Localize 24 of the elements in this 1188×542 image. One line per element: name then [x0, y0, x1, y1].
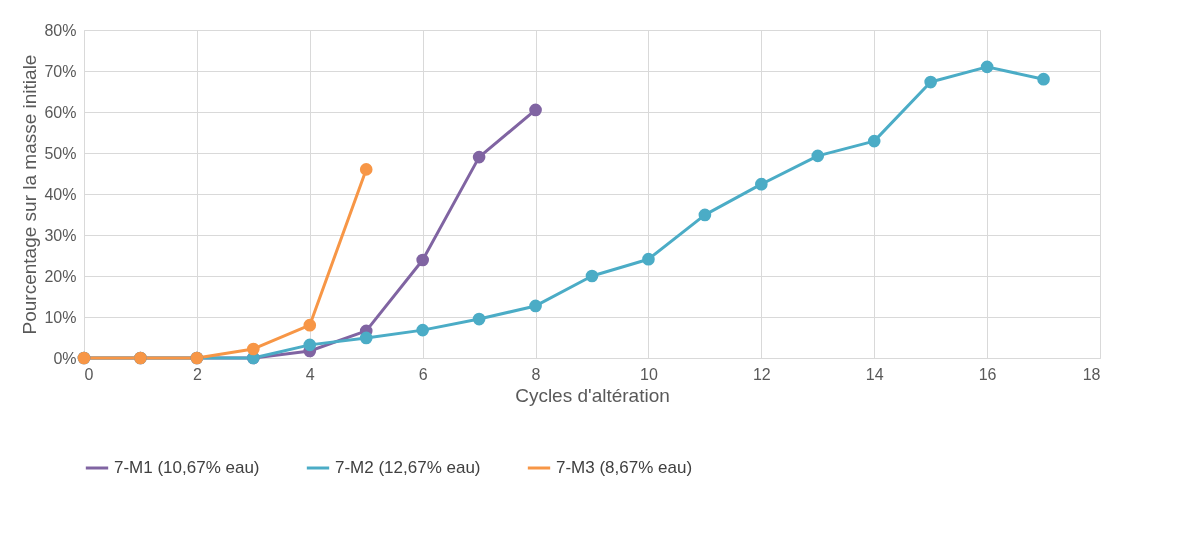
x-tick-label: 18 [1082, 365, 1101, 383]
x-tick-label: 8 [531, 365, 541, 383]
y-tick-label: 10% [44, 308, 77, 326]
y-tick-label: 80% [44, 21, 77, 39]
x-tick-label: 2 [192, 365, 202, 383]
y-tick-label: 70% [44, 62, 77, 80]
y-axis-title: Pourcentage sur la masse initiale [19, 54, 41, 335]
y-tick-label: 50% [44, 144, 77, 162]
x-tick-label: 12 [752, 365, 771, 383]
y-tick-label: 20% [44, 267, 77, 285]
legend-label: 7-M1 (10,67% eau) [114, 458, 260, 477]
x-tick-label: 6 [418, 365, 428, 383]
y-tick-label: 0% [53, 349, 77, 367]
x-axis-title: Cycles d'altération [515, 384, 670, 406]
x-tick-label: 4 [305, 365, 315, 383]
x-tick-label: 14 [865, 365, 884, 383]
x-tick-label: 16 [978, 365, 997, 383]
legend-label: 7-M3 (8,67% eau) [556, 458, 693, 477]
x-tick-label: 10 [640, 365, 658, 383]
y-tick-label: 30% [44, 226, 77, 244]
y-tick-label: 40% [44, 185, 77, 203]
x-tick-label: 0 [84, 365, 94, 383]
legend-label: 7-M2 (12,67% eau) [335, 458, 481, 477]
y-tick-label: 60% [44, 103, 77, 121]
